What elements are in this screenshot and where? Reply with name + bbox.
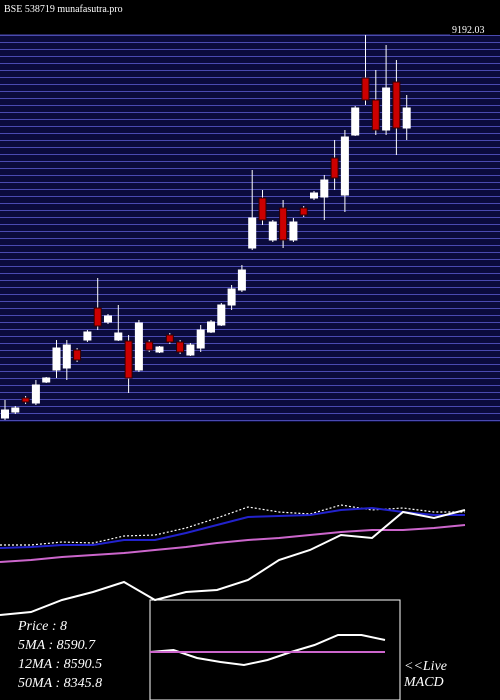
live-label: <<Live [404,659,447,674]
candle-body [310,192,318,199]
stat-label: 12MA : 8590.5 [18,657,102,672]
stat-label: Price : 8 [17,619,67,634]
macd-box [149,599,401,700]
candle-body [62,344,71,369]
chart-title: BSE 538719 munafasutra.pro [4,4,123,15]
candle-body [134,322,143,371]
candle-body [42,377,51,383]
candle-body [196,329,205,349]
candle-body [279,207,288,241]
candle-body [258,197,267,221]
candle-body [392,81,401,129]
candle-body [93,307,102,327]
candle-body [83,331,92,341]
candle-body [217,304,226,326]
candle-body [248,217,257,249]
candle-body [114,332,123,341]
candle-body [299,207,308,216]
candle-body [371,99,380,131]
candle-body [268,221,277,241]
candle-body [340,136,349,196]
candle-body [361,77,370,101]
y-tick-label: 9192.03 [452,25,485,36]
candle-body [104,315,112,323]
indicator-line [0,524,466,563]
candle-body [351,107,360,136]
candle-body [31,384,40,404]
stat-label: 5MA : 8590.7 [18,638,96,653]
candle-body [145,341,154,351]
candle-body [21,397,30,403]
candle-body [320,179,329,198]
candle-body [237,269,246,291]
indicator-line [0,509,466,616]
candle-body [124,340,133,379]
macd-label: MACD [403,675,444,690]
indicator-line [0,504,465,546]
candle-body [289,221,298,241]
candle-body [330,157,339,179]
candle-body [207,321,215,333]
stat-label: 50MA : 8345.8 [18,676,102,691]
candle-body [382,87,391,131]
candle-body [11,407,20,413]
candle-body [1,409,9,419]
candle-body [165,334,174,343]
candle-body [73,349,82,361]
candle-body [227,288,236,306]
macd-line [149,634,386,667]
candle-body [176,341,185,353]
candle-body [402,107,411,129]
indicator-line [0,506,465,549]
candle-body [155,346,164,353]
candle-body [186,344,195,356]
candle-body [52,347,61,371]
